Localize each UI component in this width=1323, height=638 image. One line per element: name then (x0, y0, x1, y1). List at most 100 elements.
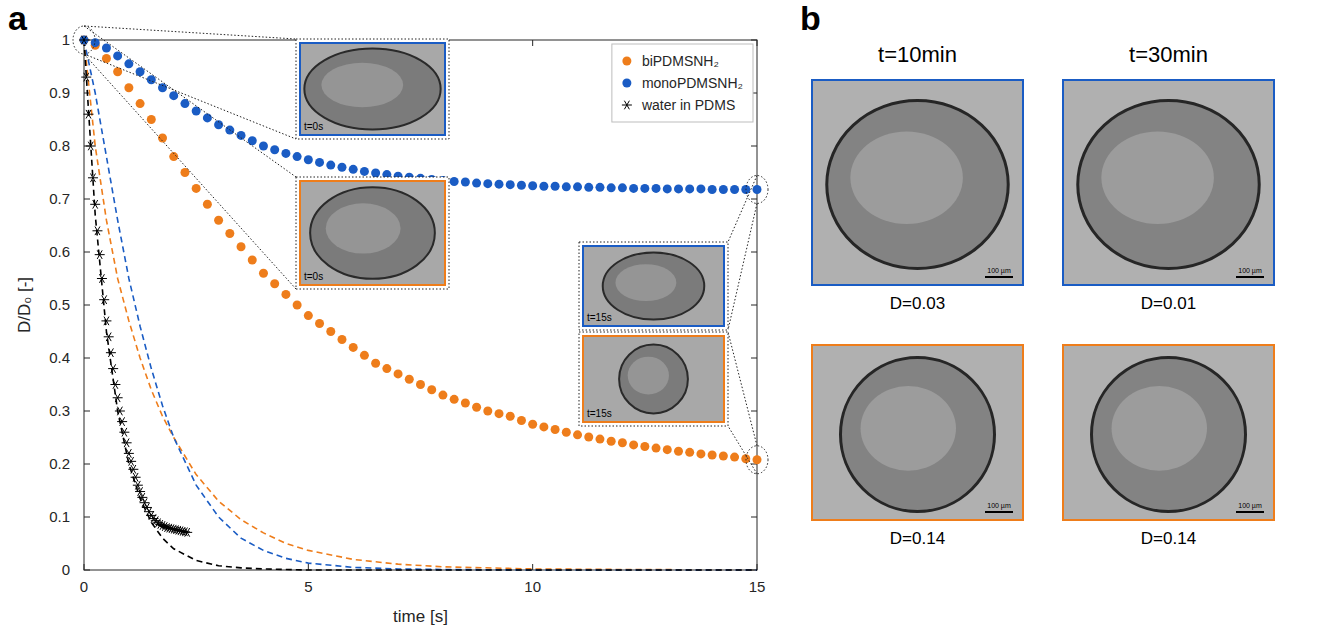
inset-label: t=0s (304, 271, 323, 282)
y-tick (751, 517, 757, 518)
scale-bar (985, 511, 1013, 513)
x-tick-label: 5 (304, 578, 312, 595)
data-point (349, 165, 358, 174)
inset-frame (296, 39, 449, 139)
data-point (102, 54, 111, 63)
panel-b: bt=10mint=30min100 µmD=0.03100 µmD=0.011… (800, 0, 1274, 548)
droplet-texture (326, 203, 401, 253)
data-point (640, 184, 649, 193)
data-point (101, 317, 111, 326)
data-point (517, 181, 526, 190)
data-point (394, 369, 403, 378)
data-point (108, 364, 118, 373)
droplet (1092, 358, 1246, 512)
inset-frame (579, 332, 728, 426)
data (79, 36, 762, 571)
droplet-texture (1101, 132, 1214, 224)
x-tick (84, 564, 85, 570)
x-tick (532, 564, 533, 570)
y-tick (84, 411, 90, 412)
data-point (551, 425, 560, 434)
data-point (180, 99, 189, 108)
axes: 00.10.20.30.40.50.60.70.80.91051015time … (15, 31, 765, 626)
legend-box (612, 44, 753, 122)
micrograph (1063, 345, 1274, 520)
data-point (248, 136, 257, 145)
data-point (562, 428, 571, 437)
y-tick (751, 358, 757, 359)
data-point (708, 185, 717, 194)
fit-line (84, 40, 757, 570)
data-point (551, 182, 560, 191)
y-tick (84, 570, 90, 571)
data-point (472, 403, 481, 412)
droplet (304, 49, 440, 130)
data-point (652, 444, 661, 453)
y-tick-label: 0.5 (49, 296, 70, 313)
data-point (730, 453, 739, 462)
data-point (119, 428, 129, 437)
data-point (495, 180, 504, 189)
data-point (461, 178, 470, 187)
data-point (192, 184, 201, 193)
y-tick-label: 0.8 (49, 137, 70, 154)
data-point (113, 51, 122, 60)
scale-bar (1236, 511, 1264, 513)
scale-bar (1236, 276, 1264, 278)
data-point (115, 407, 125, 416)
scale-bar-label: 100 µm (987, 502, 1011, 510)
data-point (438, 391, 447, 400)
x-tick (757, 40, 758, 46)
legend-marker (622, 79, 631, 88)
scale-bar-label: 100 µm (987, 267, 1011, 275)
data-point (281, 290, 290, 299)
y-tick (84, 305, 90, 306)
y-tick-label: 0.1 (49, 508, 70, 525)
fit-line (84, 40, 757, 570)
data-point (337, 163, 346, 172)
data-point (122, 439, 132, 448)
data-point (685, 184, 694, 193)
micrograph (1063, 80, 1274, 285)
data-point (83, 110, 93, 119)
data-point (539, 182, 548, 191)
inset-frame (296, 177, 449, 289)
data-point (225, 229, 234, 238)
data-point (126, 457, 136, 466)
data-point (629, 440, 638, 449)
data-point (674, 184, 683, 193)
y-tick-label: 0.9 (49, 84, 70, 101)
legend-label: monoPDMSNH₂ (642, 75, 743, 91)
data-point (110, 380, 120, 389)
data-point (607, 437, 616, 446)
x-tick-label: 10 (524, 578, 541, 595)
droplet-texture (321, 63, 403, 108)
leader-line (728, 332, 757, 446)
data-point (80, 36, 89, 45)
data-point (270, 279, 279, 288)
y-tick-label: 0.7 (49, 190, 70, 207)
data-point (371, 169, 380, 178)
data-point (506, 180, 515, 189)
data-point (629, 184, 638, 193)
data-point (472, 179, 481, 188)
data-point (371, 359, 380, 368)
data-point (483, 407, 492, 416)
data-point (663, 184, 672, 193)
data-point (131, 473, 141, 482)
data-point (90, 200, 100, 209)
scale-bar-label: 100 µm (1238, 267, 1262, 275)
data-point (203, 113, 212, 122)
legend-marker (622, 57, 631, 66)
panel-letter: b (800, 0, 821, 37)
data-point (719, 452, 728, 461)
droplet (1078, 100, 1259, 268)
data-point (450, 177, 459, 186)
data-point (326, 161, 335, 170)
leader-line (84, 54, 296, 139)
data-point (584, 183, 593, 192)
data-point (304, 311, 313, 320)
data-point (259, 142, 268, 151)
annotations: t=0st=0st=15st=15s (73, 26, 768, 474)
data-point (259, 269, 268, 278)
